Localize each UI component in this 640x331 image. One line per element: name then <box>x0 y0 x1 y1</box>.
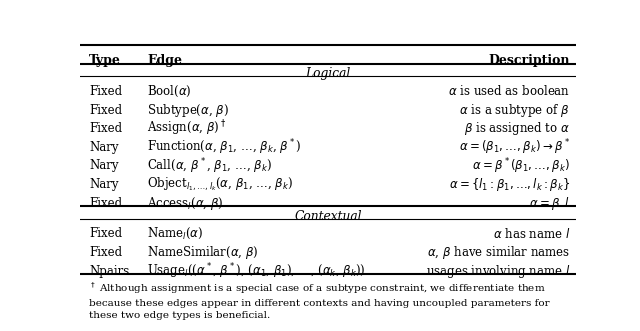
Text: Fixed: Fixed <box>89 197 122 210</box>
Text: $\alpha$ is used as boolean: $\alpha$ is used as boolean <box>448 84 570 98</box>
Text: NameSimilar($\alpha$, $\beta$): NameSimilar($\alpha$, $\beta$) <box>147 244 259 261</box>
Text: Object$_{l_1,\ldots,l_k}$($\alpha$, $\beta_1$, $\ldots$, $\beta_k$): Object$_{l_1,\ldots,l_k}$($\alpha$, $\be… <box>147 176 293 193</box>
Text: Logical: Logical <box>305 67 351 80</box>
Text: $\alpha = \{l_1 : \beta_1, \ldots, l_k : \beta_k\}$: $\alpha = \{l_1 : \beta_1, \ldots, l_k :… <box>449 176 570 193</box>
Text: Type: Type <box>89 54 121 67</box>
Text: Fixed: Fixed <box>89 122 122 135</box>
Text: $\alpha$ has name $l$: $\alpha$ has name $l$ <box>493 227 570 241</box>
Text: Subtype($\alpha$, $\beta$): Subtype($\alpha$, $\beta$) <box>147 102 229 118</box>
Text: $\beta$ is assigned to $\alpha$: $\beta$ is assigned to $\alpha$ <box>464 120 570 137</box>
Text: Fixed: Fixed <box>89 85 122 98</box>
Text: Edge: Edge <box>147 54 182 67</box>
Text: $\alpha = \beta.l$: $\alpha = \beta.l$ <box>529 195 570 212</box>
Text: $\alpha = (\beta_1, \ldots, \beta_k) \rightarrow \beta^*$: $\alpha = (\beta_1, \ldots, \beta_k) \ri… <box>459 137 570 157</box>
Text: Nary: Nary <box>89 159 118 172</box>
Text: Description: Description <box>488 54 570 67</box>
Text: Nary: Nary <box>89 141 118 154</box>
Text: Assign($\alpha$, $\beta$)$^\dagger$: Assign($\alpha$, $\beta$)$^\dagger$ <box>147 119 226 138</box>
Text: $\alpha$ is a subtype of $\beta$: $\alpha$ is a subtype of $\beta$ <box>460 102 570 118</box>
Text: $^\dagger$ Although assignment is a special case of a subtype constraint, we dif: $^\dagger$ Although assignment is a spec… <box>89 280 550 320</box>
Text: usages involving name $l$: usages involving name $l$ <box>426 262 570 280</box>
Text: Fixed: Fixed <box>89 104 122 117</box>
Text: Contextual: Contextual <box>294 210 362 223</box>
Text: Name$_l$($\alpha$): Name$_l$($\alpha$) <box>147 226 203 242</box>
Text: $\alpha = \beta^*(\beta_1, \ldots, \beta_k)$: $\alpha = \beta^*(\beta_1, \ldots, \beta… <box>472 156 570 176</box>
Text: Function($\alpha$, $\beta_1$, $\ldots$, $\beta_k$, $\beta^*$): Function($\alpha$, $\beta_1$, $\ldots$, … <box>147 137 301 157</box>
Text: $\alpha$, $\beta$ have similar names: $\alpha$, $\beta$ have similar names <box>427 244 570 261</box>
Text: Npairs: Npairs <box>89 264 129 278</box>
Text: Nary: Nary <box>89 178 118 191</box>
Text: Usage$_l$(($\alpha^*$, $\beta^*$), ($\alpha_1$, $\beta_1$), $\ldots$, ($\alpha_k: Usage$_l$(($\alpha^*$, $\beta^*$), ($\al… <box>147 261 365 281</box>
Text: Access$_l$($\alpha$, $\beta$): Access$_l$($\alpha$, $\beta$) <box>147 195 223 212</box>
Text: Call($\alpha$, $\beta^*$, $\beta_1$, $\ldots$, $\beta_k$): Call($\alpha$, $\beta^*$, $\beta_1$, $\l… <box>147 156 272 176</box>
Text: Bool($\alpha$): Bool($\alpha$) <box>147 84 191 99</box>
Text: Fixed: Fixed <box>89 227 122 240</box>
Text: Fixed: Fixed <box>89 246 122 259</box>
